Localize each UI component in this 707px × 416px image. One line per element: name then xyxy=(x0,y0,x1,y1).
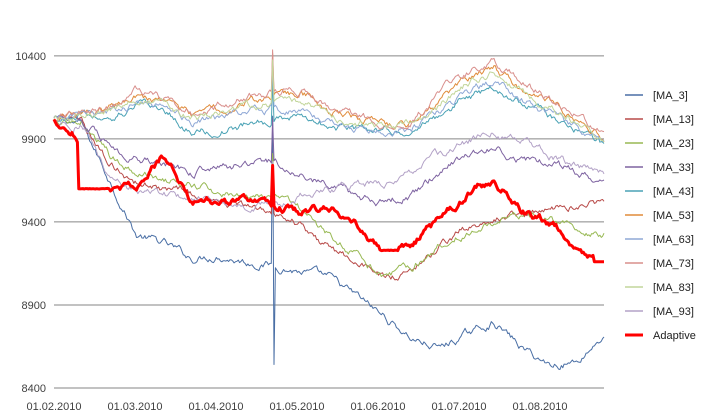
legend-label: Adaptive xyxy=(653,330,696,342)
x-tick-label: 01.05.2010 xyxy=(269,401,324,413)
series-line-ma_73 xyxy=(53,49,605,133)
x-tick-label: 01.03.2010 xyxy=(107,401,162,413)
x-tick-label: 01.02.2010 xyxy=(26,401,81,413)
y-tick-label: 8400 xyxy=(22,383,46,395)
legend-label: [MA_53] xyxy=(653,210,694,222)
x-tick-label: 01.07.2010 xyxy=(431,401,486,413)
y-tick-label: 10400 xyxy=(15,51,46,63)
series-line-adaptive xyxy=(52,118,605,264)
y-tick-label: 9400 xyxy=(22,217,46,229)
legend: [MA_3] [MA_13] [MA_23] [MA_33] [MA_43] [MA_53… xyxy=(625,90,696,342)
series-line-ma_43 xyxy=(53,79,605,144)
x-axis-tick-labels: 01.02.2010 01.03.2010 01.04.2010 01.05.2010… xyxy=(26,401,567,413)
series-line-ma_93 xyxy=(53,120,605,213)
series-line-ma_33 xyxy=(53,114,605,207)
x-tick-label: 01.06.2010 xyxy=(350,401,405,413)
legend-label: [MA_83] xyxy=(653,282,694,294)
y-axis-tick-labels: 8400 8900 9400 9900 10400 xyxy=(15,51,46,395)
series-line-ma_3 xyxy=(53,114,605,370)
legend-label: [MA_33] xyxy=(653,162,694,174)
legend-label: [MA_43] xyxy=(653,186,694,198)
legend-label: [MA_23] xyxy=(653,138,694,150)
y-tick-label: 9900 xyxy=(22,134,46,146)
legend-label: [MA_63] xyxy=(653,234,694,246)
series-lines xyxy=(52,49,605,370)
x-tick-label: 01.08.2010 xyxy=(512,401,567,413)
gridlines xyxy=(54,55,604,306)
legend-label: [MA_73] xyxy=(653,258,694,270)
series-line-ma_63 xyxy=(53,64,605,142)
y-tick-label: 8900 xyxy=(22,300,46,312)
series-line-ma_23 xyxy=(53,119,605,278)
legend-label: [MA_13] xyxy=(653,114,694,126)
series-line-ma_53 xyxy=(53,52,605,143)
legend-label: [MA_93] xyxy=(653,306,694,318)
x-tick-label: 01.04.2010 xyxy=(188,401,243,413)
legend-label: [MA_3] xyxy=(653,90,688,102)
series-line-ma_13 xyxy=(53,114,605,281)
series-line-ma_83 xyxy=(53,59,605,142)
